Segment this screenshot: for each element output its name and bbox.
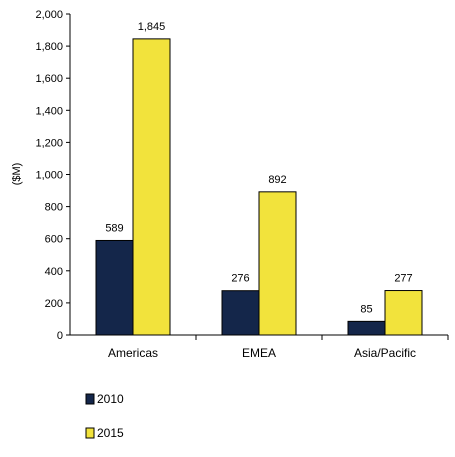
y-tick-label: 200 [45, 298, 63, 310]
bar-2015 [258, 191, 297, 336]
bar-2010 [347, 320, 386, 336]
legend-swatch [85, 393, 95, 405]
y-tick-label: 0 [57, 330, 63, 342]
bars: 589 1,845 276 892 85 277 [95, 21, 423, 336]
y-axis: 0 200 400 600 800 1,000 1,200 1,400 1,600 1,800 2,… [35, 9, 71, 342]
data-label: 276 [231, 273, 249, 285]
legend-swatch [85, 427, 95, 439]
legend: 2010 2015 [85, 392, 124, 440]
y-tick-label: 1,000 [35, 170, 63, 182]
y-tick-label: 1,800 [35, 41, 63, 53]
bar-2015 [132, 38, 171, 336]
x-category-label: EMEA [242, 346, 276, 360]
y-tick-label: 1,400 [35, 105, 63, 117]
y-tick-label: 2,000 [35, 9, 63, 21]
x-category-label: Americas [108, 346, 158, 360]
y-tick-label: 600 [45, 234, 63, 246]
bar-2015 [384, 290, 423, 336]
y-tick-label: 400 [45, 266, 63, 278]
legend-label: 2010 [97, 392, 124, 406]
y-tick-label: 1,200 [35, 137, 63, 149]
x-axis: Americas EMEA Asia/Pacific [70, 334, 449, 360]
x-category-label: Asia/Pacific [354, 346, 416, 360]
y-tick-label: 800 [45, 202, 63, 214]
data-label: 1,845 [138, 21, 166, 33]
data-label: 589 [105, 222, 123, 234]
y-axis-title: ($M) [11, 163, 23, 186]
legend-label: 2015 [97, 426, 124, 440]
data-label: 892 [268, 174, 286, 186]
bar-2010 [221, 290, 260, 336]
bar-2010 [95, 239, 134, 336]
y-tick-label: 1,600 [35, 73, 63, 85]
data-label: 277 [394, 273, 412, 285]
data-label: 85 [360, 303, 372, 315]
